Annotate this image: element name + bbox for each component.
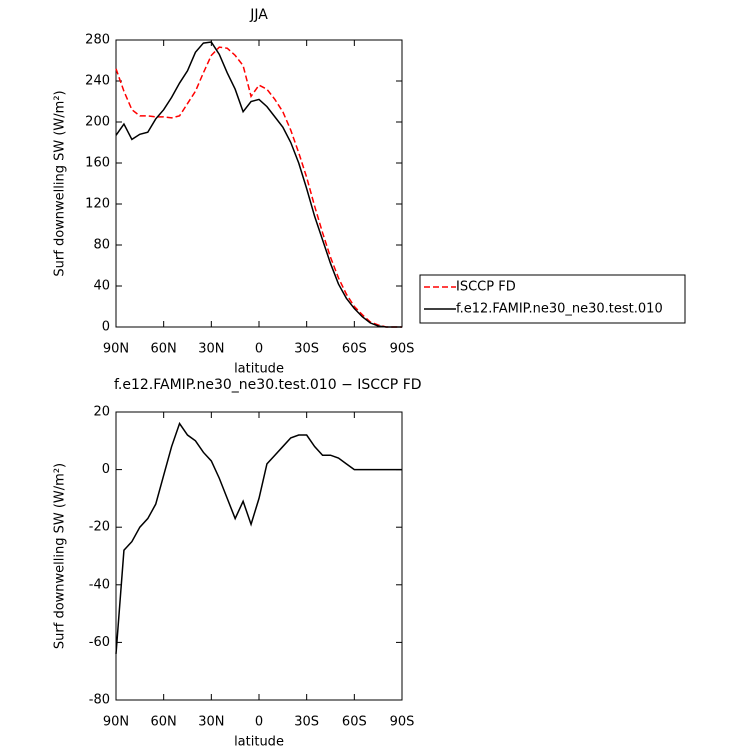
- x-tick-label: 90S: [390, 342, 415, 357]
- x-tick-label: 30S: [294, 342, 319, 357]
- plot-frame: [115, 411, 403, 701]
- y-tick-label: 240: [85, 74, 110, 89]
- y-tick-label: -20: [89, 520, 110, 535]
- y-tick-label: 0: [102, 462, 110, 477]
- chart-title: f.e12.FAMIP.ne30_ne30.test.010 − ISCCP F…: [114, 377, 422, 393]
- y-tick-label: 280: [85, 33, 110, 48]
- x-tick-label: 60S: [342, 715, 367, 730]
- x-tick-label: 60N: [151, 715, 177, 730]
- y-tick-label: -80: [89, 693, 110, 708]
- x-axis-label: latitude: [234, 362, 284, 377]
- y-tick-label: 80: [93, 238, 110, 253]
- x-tick-label: 0: [255, 342, 263, 357]
- y-tick-label: 160: [85, 156, 110, 171]
- y-tick-label: 20: [93, 405, 110, 420]
- series-line: [115, 41, 402, 328]
- y-tick-label: -40: [89, 577, 110, 592]
- y-tick-label: 200: [85, 115, 110, 130]
- y-axis-label: Surf downwelling SW (W/m²): [53, 463, 68, 649]
- chart-title: JJA: [249, 7, 268, 23]
- plot-frame: [115, 39, 403, 328]
- y-tick-label: 120: [85, 197, 110, 212]
- x-tick-label: 90S: [390, 715, 415, 730]
- x-tick-label: 30N: [198, 715, 224, 730]
- legend-label: ISCCP FD: [456, 280, 516, 295]
- x-tick-label: 60N: [151, 342, 177, 357]
- y-tick-label: -60: [89, 635, 110, 650]
- y-tick-label: 0: [102, 320, 110, 335]
- x-tick-label: 90N: [103, 342, 129, 357]
- x-tick-label: 90N: [103, 715, 129, 730]
- x-tick-label: 30N: [198, 342, 224, 357]
- legend-label: f.e12.FAMIP.ne30_ne30.test.010: [456, 302, 663, 317]
- x-axis-label: latitude: [234, 735, 284, 750]
- x-tick-label: 60S: [342, 342, 367, 357]
- y-axis-label: Surf downwelling SW (W/m²): [53, 90, 68, 276]
- series-line: [115, 46, 402, 328]
- series-line: [115, 421, 402, 654]
- x-tick-label: 30S: [294, 715, 319, 730]
- legend-box: [419, 274, 686, 324]
- x-tick-label: 0: [255, 715, 263, 730]
- y-tick-label: 40: [93, 279, 110, 294]
